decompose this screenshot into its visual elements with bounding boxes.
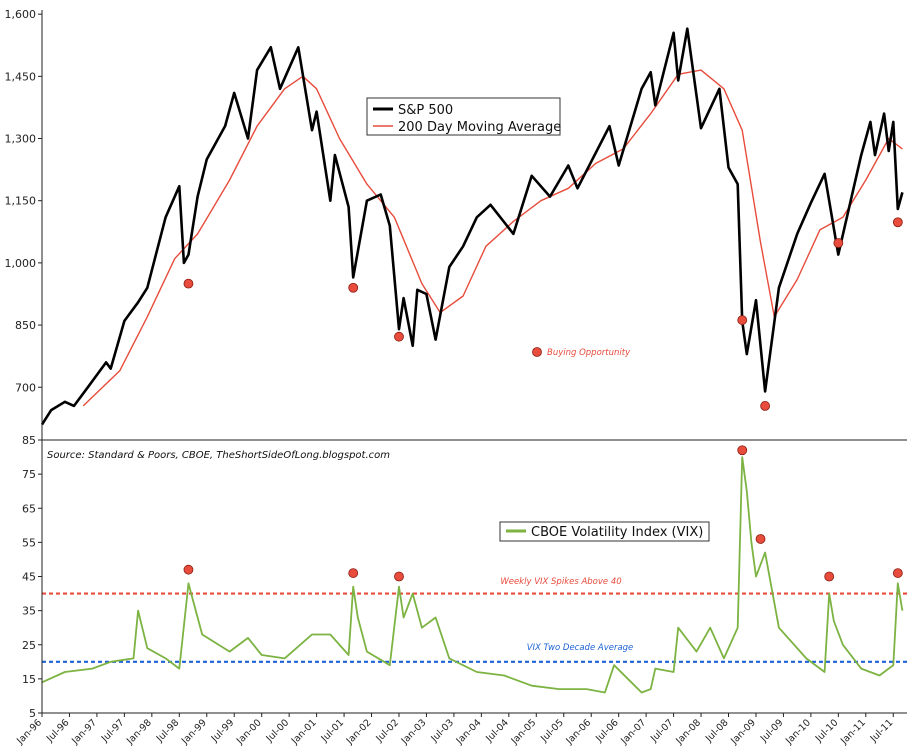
x-tick-label: Jan-00 — [234, 717, 264, 747]
vix-y-tick-label: 65 — [22, 502, 36, 515]
vix-spike-marker — [824, 571, 835, 582]
vix-spike-marker — [394, 571, 404, 582]
vix-legend-box — [499, 521, 710, 542]
buying-opportunity-legend: Buying Opportunity — [532, 347, 631, 358]
vix-spike-marker — [737, 445, 748, 456]
x-tick-label: Jan-97 — [69, 717, 99, 747]
x-tick-label: Jan-02 — [344, 717, 374, 747]
vix-spike-marker — [892, 568, 903, 578]
x-tick-label: Jan-07 — [618, 717, 648, 747]
vix-spike-marker — [755, 534, 766, 544]
x-tick-label: Jul-05 — [538, 717, 566, 745]
vix-legend: CBOE Volatility Index (VIX) — [499, 521, 710, 542]
vix-panel: 5 15 25 35 45 55 65 75 85 — [22, 434, 907, 720]
buying-opportunity-label: Buying Opportunity — [547, 348, 631, 358]
sp500-line — [40, 27, 904, 426]
x-tick-label: Jan-11 — [838, 717, 868, 747]
ma200-line — [82, 69, 903, 407]
x-tick-label: Jul-09 — [758, 717, 786, 745]
x-tick-label: Jul-98 — [154, 717, 182, 745]
vix-y-tick-label: 25 — [22, 639, 36, 652]
sp500-y-tick-label: 1,000 — [5, 257, 37, 270]
buying-opportunity-marker — [760, 401, 771, 411]
x-tick-label: Jan-08 — [673, 717, 703, 747]
vix-line — [41, 456, 904, 694]
x-tick-label: Jul-07 — [648, 717, 676, 745]
sp500-legend: S&P 500 200 Day Moving Average — [366, 97, 561, 136]
ma-legend-label: 200 Day Moving Average — [398, 120, 561, 135]
vix-y-tick-label: 55 — [22, 536, 36, 549]
x-tick-label: Jan-09 — [728, 717, 758, 747]
buying-opportunity-marker — [892, 217, 903, 228]
vix-legend-label: CBOE Volatility Index (VIX) — [531, 525, 703, 540]
sp500-y-tick-label: 1,600 — [5, 8, 37, 21]
sp500-legend-box — [366, 97, 561, 136]
buying-opportunity-dot — [532, 347, 542, 357]
x-tick-label: Jul-10 — [813, 717, 841, 745]
x-tick-label: Jul-11 — [868, 717, 896, 745]
vix-y-tick-label: 35 — [22, 605, 36, 618]
sp500-y-tick-label: 850 — [15, 319, 36, 332]
x-tick-label: Jan-05 — [509, 717, 539, 747]
x-tick-label: Jul-01 — [319, 717, 347, 745]
vix-y-tick-label: 85 — [22, 434, 36, 447]
x-tick-label: Jul-08 — [703, 717, 731, 745]
buying-opportunity-marker — [833, 238, 844, 248]
x-tick-label: Jan-06 — [564, 717, 594, 747]
sp500-panel: 700 850 1,000 1,150 1,300 1,450 1,600 — [5, 8, 904, 426]
vix-spike-marker — [348, 568, 359, 578]
vix-spikes-label: Weekly VIX Spikes Above 40 — [500, 577, 621, 587]
x-tick-label: Jul-96 — [44, 717, 72, 745]
buying-opportunity-marker — [183, 278, 194, 289]
x-tick-label: Jan-10 — [783, 717, 813, 747]
vix-y-tick-label: 5 — [29, 707, 36, 720]
x-tick-label: Jan-04 — [454, 717, 484, 747]
x-tick-label: Jan-98 — [124, 717, 154, 747]
vix-y-tick-label: 75 — [22, 468, 36, 481]
x-tick-label: Jan-03 — [399, 717, 429, 747]
x-tick-label: Jan-96 — [14, 717, 44, 747]
vix-y-tick-label: 15 — [22, 673, 36, 686]
buying-opportunity-marker — [737, 315, 748, 325]
x-tick-label: Jan-99 — [179, 717, 209, 747]
x-tick-label: Jul-03 — [428, 717, 456, 745]
sp500-y-tick-label: 1,150 — [5, 195, 37, 208]
sp500-y-tick-label: 700 — [15, 381, 36, 394]
x-tick-label: Jul-04 — [483, 717, 511, 745]
sp500-y-tick-label: 1,300 — [5, 133, 37, 146]
buying-opportunity-marker — [394, 331, 404, 342]
x-tick-label: Jul-97 — [99, 717, 127, 745]
vix-y-tick-label: 45 — [22, 571, 36, 584]
sp500-y-tick-label: 1,450 — [5, 70, 37, 83]
x-tick-label: Jul-02 — [374, 717, 402, 745]
x-tick-label: Jul-00 — [264, 717, 292, 745]
x-tick-label: Jul-06 — [593, 717, 621, 745]
x-tick-label: Jul-99 — [209, 717, 237, 745]
vix-spike-marker — [183, 564, 194, 575]
buying-opportunity-marker — [348, 282, 359, 293]
x-tick-label: Jan-01 — [289, 717, 319, 747]
sp500-legend-label: S&P 500 — [398, 103, 453, 118]
source-note: Source: Standard & Poors, CBOE, TheShort… — [47, 450, 390, 461]
vix-average-label: VIX Two Decade Average — [527, 643, 634, 653]
